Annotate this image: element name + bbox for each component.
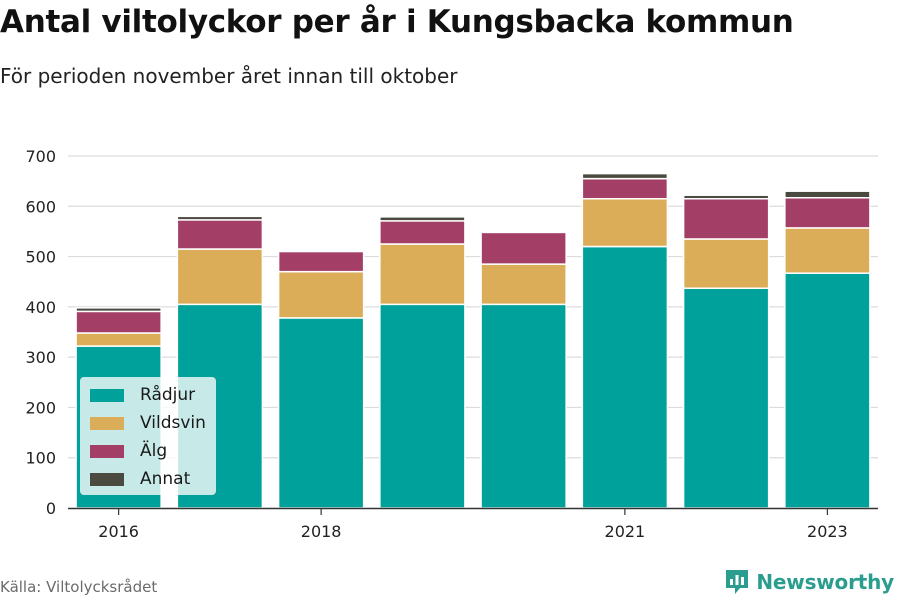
y-tick-label-0: 0 — [46, 499, 56, 518]
legend-label-alg: Älg — [140, 441, 168, 461]
bar-2021-vildsvin — [581, 197, 669, 248]
legend-swatch-annat — [90, 472, 124, 486]
legend-label-radjur: Rådjur — [140, 385, 196, 405]
brand-name: Newsworthy — [756, 570, 894, 594]
x-tick-label-2016: 2016 — [98, 522, 139, 541]
bar-2020-vildsvin — [480, 263, 567, 306]
y-tick-label-600: 600 — [25, 197, 56, 216]
legend-item-vildsvin: Vildsvin — [90, 413, 206, 433]
bar-2022-älg — [682, 197, 770, 240]
bar-2022-annat — [682, 194, 770, 200]
bar-2023-rådjur — [784, 272, 871, 509]
legend-label-vildsvin: Vildsvin — [140, 413, 206, 433]
y-tick-label-500: 500 — [25, 248, 56, 267]
y-tick-label-100: 100 — [25, 449, 56, 468]
bar-2016-älg — [75, 310, 162, 334]
bar-2021-älg — [581, 177, 669, 200]
legend-item-radjur: Rådjur — [90, 385, 195, 405]
legend-item-annat: Annat — [90, 469, 190, 489]
bar-2019-rådjur — [379, 303, 466, 509]
x-tick-label-2021: 2021 — [605, 522, 646, 541]
bar-2023-älg — [784, 196, 871, 229]
legend-swatch-vildsvin — [90, 416, 124, 430]
bar-2021-rådjur — [581, 245, 669, 509]
bar-2018-vildsvin — [277, 270, 365, 319]
bar-2022-rådjur — [682, 287, 770, 509]
legend-item-alg: Älg — [90, 441, 167, 461]
y-tick-label-300: 300 — [25, 348, 56, 367]
bar-2019-annat — [379, 216, 466, 222]
bar-2017-vildsvin — [176, 248, 264, 306]
bar-2020-älg — [480, 231, 567, 265]
bar-2019-vildsvin — [379, 243, 466, 306]
y-tick-label-200: 200 — [25, 398, 56, 417]
legend: Rådjur Vildsvin Älg Annat — [80, 377, 216, 495]
newsworthy-logo-icon — [726, 570, 749, 594]
bar-2019-älg — [379, 220, 466, 245]
x-tick-label-2023: 2023 — [807, 522, 848, 541]
bar-2022-vildsvin — [682, 238, 770, 290]
bar-2023-annat — [784, 190, 871, 199]
bar-2017-annat — [176, 215, 264, 221]
y-tick-label-400: 400 — [25, 298, 56, 317]
legend-swatch-alg — [90, 444, 124, 458]
legend-label-annat: Annat — [140, 469, 191, 489]
y-tick-label-700: 700 — [25, 147, 56, 166]
source-note: Källa: Viltolycksrådet — [0, 578, 158, 596]
bar-2018-älg — [277, 250, 365, 273]
bar-2018-rådjur — [277, 317, 365, 509]
bar-2017-älg — [176, 219, 264, 250]
legend-swatch-radjur — [90, 388, 124, 402]
brand-logo-block: Newsworthy — [724, 568, 894, 596]
chart-title: Antal viltolyckor per år i Kungsbacka ko… — [0, 4, 794, 40]
x-tick-label-2018: 2018 — [301, 522, 342, 541]
chart-subtitle: För perioden november året innan till ok… — [0, 64, 458, 88]
bar-2020-rådjur — [480, 303, 567, 509]
axes: 0 100 200 300 400 500 600 700 2016 2018 2021 2023 — [25, 147, 878, 541]
bar-2016-annat — [75, 307, 162, 313]
bar-2016-vildsvin — [75, 332, 162, 347]
bar-2021-annat — [581, 172, 669, 180]
bar-2023-vildsvin — [784, 227, 871, 274]
